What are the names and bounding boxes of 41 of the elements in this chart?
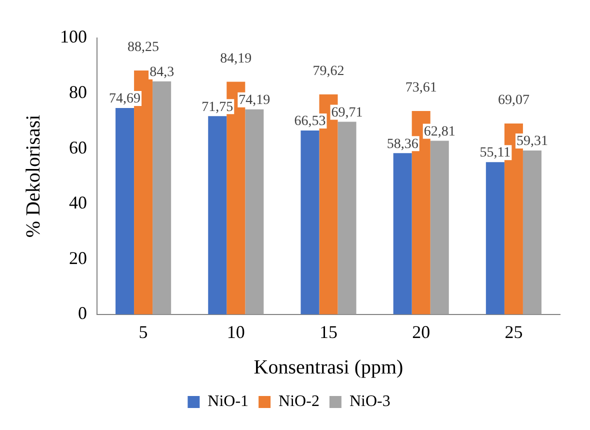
data-label: 74,69 — [109, 92, 141, 107]
x-tick-label: 25 — [504, 322, 523, 342]
bar — [522, 150, 542, 314]
data-label: 74,19 — [238, 93, 270, 108]
x-axis-title: Konsentrasi (ppm) — [254, 356, 404, 378]
legend-label: NiO-3 — [349, 393, 390, 410]
y-axis-title: % Dekolorisasi — [22, 114, 44, 238]
bar — [208, 116, 227, 314]
y-tick-label: 100 — [60, 26, 87, 47]
data-label: 69,07 — [498, 93, 530, 108]
data-label: 88,25 — [128, 40, 160, 56]
bar — [300, 130, 320, 314]
data-label: 71,75 — [202, 100, 234, 115]
data-label: 84,3 — [150, 65, 174, 80]
data-label: 73,61 — [405, 80, 437, 96]
y-tick-label: 0 — [78, 303, 87, 324]
data-label: 59,31 — [516, 134, 548, 150]
x-tick-label: 10 — [226, 322, 245, 342]
y-tick-label: 40 — [69, 192, 87, 213]
data-label: 58,36 — [386, 136, 418, 152]
legend-label: NiO-1 — [208, 393, 249, 410]
x-tick-label: 20 — [412, 322, 430, 342]
y-tick-label: 20 — [69, 248, 87, 268]
y-tick-label: 80 — [69, 82, 87, 102]
legend-label: NiO-2 — [278, 393, 320, 410]
bar — [393, 153, 412, 314]
data-label: 84,19 — [220, 51, 252, 66]
bar — [245, 109, 264, 314]
bar — [486, 162, 504, 314]
bar — [116, 108, 134, 314]
data-label: 69,71 — [331, 105, 363, 120]
data-label: 79,62 — [312, 64, 344, 79]
bar — [152, 81, 172, 314]
data-label: 62,81 — [424, 124, 456, 140]
x-tick-label: 15 — [320, 322, 338, 342]
bar — [338, 122, 356, 314]
data-label: 55,11 — [480, 146, 511, 161]
y-tick-label: 60 — [69, 137, 87, 158]
data-label: 66,53 — [294, 114, 326, 130]
bar — [430, 140, 449, 314]
x-tick-label: 5 — [138, 322, 148, 342]
